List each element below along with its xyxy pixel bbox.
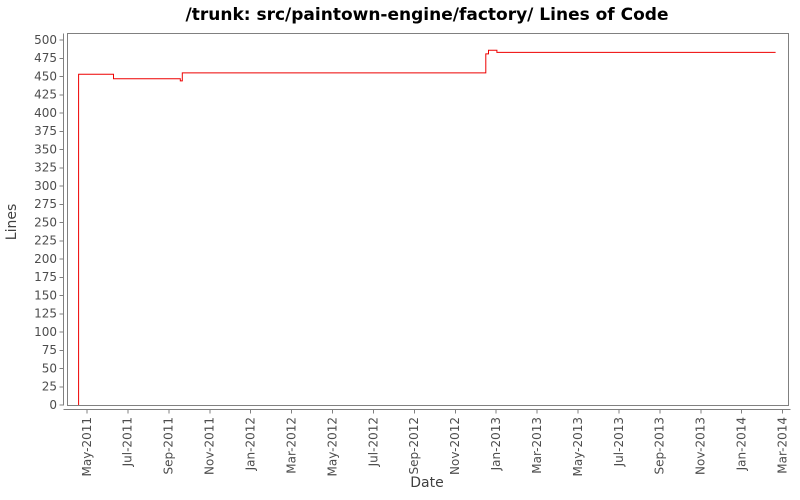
y-tick-label: 225 xyxy=(34,234,57,248)
y-tick-label: 275 xyxy=(34,197,57,211)
x-tick-label: Jan-2012 xyxy=(244,417,258,471)
y-tick-label: 450 xyxy=(34,69,57,83)
y-tick-label: 300 xyxy=(34,179,57,193)
x-tick-label: Mar-2013 xyxy=(530,417,544,474)
x-tick-label: Mar-2012 xyxy=(284,417,298,474)
x-tick-label: Sep-2012 xyxy=(407,417,421,475)
y-tick-label: 400 xyxy=(34,106,57,120)
y-tick-label: 0 xyxy=(49,398,57,412)
x-tick-label: Sep-2011 xyxy=(162,417,176,475)
y-tick-label: 325 xyxy=(34,161,57,175)
x-tick-label: Jan-2013 xyxy=(489,417,503,471)
x-tick-label: May-2012 xyxy=(325,417,339,476)
y-tick-label: 100 xyxy=(34,325,57,339)
y-tick-label: 250 xyxy=(34,215,57,229)
y-tick-label: 175 xyxy=(34,270,57,284)
y-tick-label: 150 xyxy=(34,288,57,302)
x-tick-label: Nov-2013 xyxy=(694,417,708,475)
y-tick-label: 375 xyxy=(34,124,57,138)
y-tick-label: 50 xyxy=(42,361,57,375)
y-tick-label: 425 xyxy=(34,88,57,102)
y-tick-label: 75 xyxy=(42,343,57,357)
y-tick-label: 25 xyxy=(42,380,57,394)
x-tick-label: Nov-2012 xyxy=(448,417,462,475)
y-tick-label: 350 xyxy=(34,142,57,156)
x-tick-label: Nov-2011 xyxy=(203,417,217,475)
x-tick-label: May-2013 xyxy=(571,417,585,476)
plot-area: 0 25 50 75 100 125 150 175 200 225 250 275 300 325 350… xyxy=(34,33,791,476)
plot-border xyxy=(67,33,789,406)
x-axis-title: Date xyxy=(410,475,443,491)
x-tick-label: Jul-2012 xyxy=(366,417,380,467)
y-tick-label: 200 xyxy=(34,252,57,266)
y-axis-title: Lines xyxy=(4,204,20,240)
x-tick-label: May-2011 xyxy=(80,417,94,476)
loc-series-line xyxy=(78,49,776,405)
x-tick-label: Jul-2011 xyxy=(121,417,135,467)
y-tick-label: 125 xyxy=(34,307,57,321)
x-tick-label: Sep-2013 xyxy=(653,417,667,475)
y-tick-label: 475 xyxy=(34,51,57,65)
y-tick-label: 500 xyxy=(34,33,57,47)
chart-title: /trunk: src/paintown-engine/factory/ Lin… xyxy=(186,5,669,25)
x-tick-label: Mar-2014 xyxy=(775,417,789,474)
x-tick-label: Jul-2013 xyxy=(612,417,626,467)
x-tick-label: Jan-2014 xyxy=(735,417,749,471)
